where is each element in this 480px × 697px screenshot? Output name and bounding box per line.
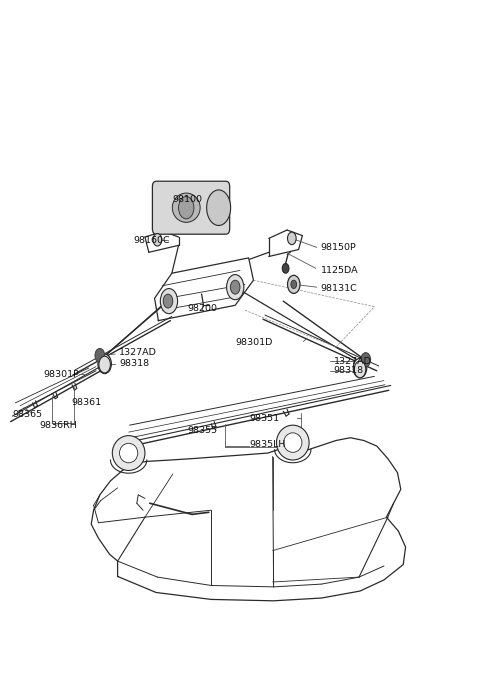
- Circle shape: [353, 358, 367, 378]
- Text: 98318: 98318: [334, 367, 364, 375]
- Text: 9835LH: 9835LH: [250, 441, 286, 449]
- Circle shape: [98, 354, 111, 374]
- Text: 98100: 98100: [173, 195, 203, 204]
- Circle shape: [361, 353, 371, 367]
- Ellipse shape: [276, 425, 309, 460]
- Text: 98365: 98365: [12, 410, 42, 418]
- Circle shape: [160, 289, 178, 314]
- FancyBboxPatch shape: [153, 181, 229, 234]
- Ellipse shape: [172, 193, 200, 222]
- Text: 98361: 98361: [71, 399, 101, 407]
- Circle shape: [354, 361, 366, 378]
- Text: 98131C: 98131C: [321, 284, 358, 293]
- Circle shape: [227, 275, 244, 300]
- Ellipse shape: [207, 190, 231, 225]
- Text: 98200: 98200: [187, 304, 217, 312]
- Ellipse shape: [120, 443, 138, 463]
- Text: 98150P: 98150P: [321, 243, 356, 252]
- Text: 1327AD: 1327AD: [119, 348, 157, 357]
- Circle shape: [291, 280, 297, 289]
- Text: 98318: 98318: [119, 360, 149, 368]
- Text: 9836RH: 9836RH: [39, 421, 77, 429]
- Circle shape: [99, 356, 110, 373]
- Circle shape: [179, 197, 194, 219]
- Text: 1125DA: 1125DA: [321, 266, 358, 275]
- Circle shape: [282, 263, 289, 273]
- Circle shape: [163, 294, 173, 308]
- Text: 98355: 98355: [187, 426, 217, 434]
- Circle shape: [288, 232, 296, 245]
- Circle shape: [288, 275, 300, 293]
- Circle shape: [230, 280, 240, 294]
- Ellipse shape: [112, 436, 145, 470]
- Text: 98301P: 98301P: [43, 371, 79, 379]
- Text: 1327AD: 1327AD: [334, 357, 372, 365]
- Text: 98160C: 98160C: [133, 236, 170, 245]
- Text: 98301D: 98301D: [235, 339, 273, 347]
- Circle shape: [95, 348, 105, 362]
- Text: 98351: 98351: [250, 414, 280, 422]
- Circle shape: [153, 233, 162, 246]
- Ellipse shape: [284, 433, 302, 452]
